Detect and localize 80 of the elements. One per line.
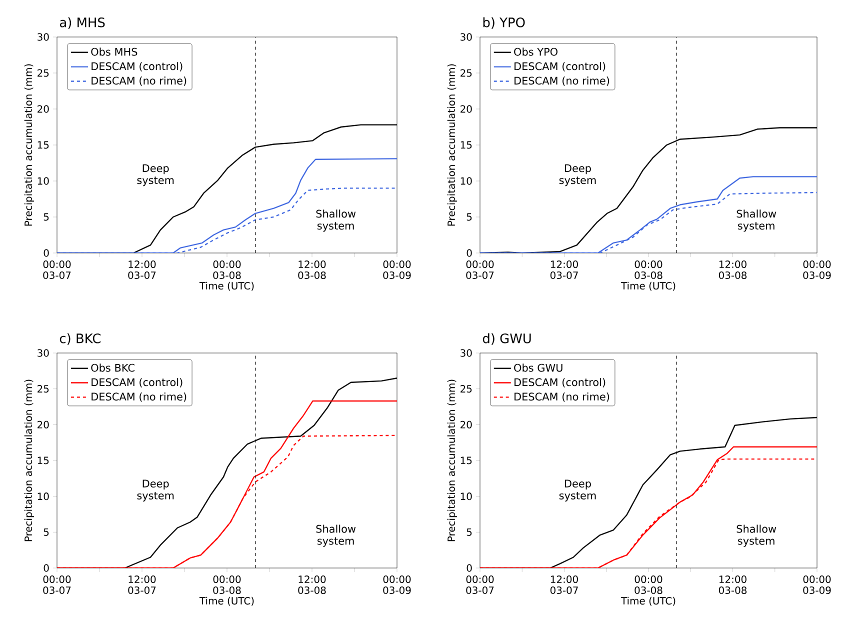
annotation: Shallow system (316, 524, 356, 547)
x-tick-label: 00:00 03-09 (383, 260, 411, 280)
y-tick-label: 5 (466, 528, 472, 536)
x-tick-label: 00:00 03-08 (634, 260, 662, 280)
x-tick-label: 12:00 03-08 (298, 260, 326, 280)
y-tick-label: 10 (460, 177, 472, 185)
chart-title: a) MHS (60, 17, 105, 29)
y-axis-title: Precipitation accumulation (mm) (24, 64, 34, 226)
y-tick-label: 5 (44, 528, 49, 536)
y-axis-title: Precipitation accumulation (mm) (24, 380, 34, 542)
y-tick-label: 10 (38, 177, 49, 185)
y-tick-label: 5 (44, 213, 49, 221)
y-tick-label: 15 (38, 456, 49, 464)
y-tick-label: 30 (38, 33, 49, 41)
legend-label: DESCAM (control) (92, 378, 182, 388)
chart-title: b) YPO (483, 17, 525, 29)
x-tick-label: 00:00 03-09 (383, 576, 411, 594)
y-tick-label: 15 (460, 141, 472, 149)
y-axis-title: Precipitation accumulation (mm) (447, 64, 457, 226)
x-axis-title: Time (UTC) (199, 596, 254, 606)
legend-label: DESCAM (no rime) (514, 76, 610, 86)
legend-label: DESCAM (no rime) (514, 392, 610, 402)
x-tick-label: 12:00 03-07 (550, 576, 578, 594)
y-tick-label: 10 (460, 492, 472, 500)
y-tick-label: 30 (38, 349, 49, 357)
chart-title: d) GWU (482, 333, 531, 345)
y-tick-label: 25 (38, 385, 49, 393)
x-axis-title: Time (UTC) (620, 596, 676, 606)
y-tick-label: 30 (460, 33, 472, 41)
x-tick-label: 00:00 03-09 (803, 260, 831, 280)
y-tick-label: 30 (460, 349, 472, 357)
y-tick-label: 25 (460, 69, 472, 77)
x-tick-label: 12:00 03-07 (128, 260, 156, 280)
x-tick-label: 00:00 03-08 (213, 576, 241, 594)
annotation: Deep system (137, 480, 174, 502)
y-tick-label: 20 (38, 105, 49, 113)
x-tick-label: 00:00 03-07 (43, 576, 71, 594)
x-axis-title: Time (UTC) (620, 282, 676, 291)
legend-label: Obs MHS (91, 48, 138, 56)
annotation: Deep system (559, 480, 596, 502)
y-tick-label: 25 (38, 69, 49, 77)
x-tick-label: 00:00 03-09 (803, 576, 831, 594)
x-tick-label: 00:00 03-07 (466, 260, 494, 280)
annotation: Deep system (137, 164, 174, 186)
annotation: Shallow system (736, 210, 776, 232)
x-tick-label: 12:00 03-07 (128, 576, 156, 594)
x-tick-label: 00:00 03-08 (213, 260, 241, 280)
x-tick-label: 12:00 03-08 (298, 576, 326, 594)
legend-label: DESCAM (control) (92, 62, 182, 72)
annotation: Shallow system (316, 210, 356, 232)
legend-label: Obs YPO (514, 48, 558, 56)
x-tick-label: 00:00 03-07 (43, 260, 71, 280)
legend-label: Obs GWU (514, 364, 562, 372)
y-tick-label: 20 (460, 420, 472, 428)
y-tick-label: 5 (466, 213, 472, 221)
y-tick-label: 25 (460, 385, 472, 393)
y-tick-label: 10 (38, 492, 49, 500)
y-tick-label: 0 (466, 249, 472, 257)
y-tick-label: 0 (44, 564, 49, 572)
x-axis-title: Time (UTC) (199, 282, 254, 291)
annotation: Deep system (559, 164, 596, 186)
y-tick-label: 20 (460, 105, 472, 113)
legend-label: DESCAM (control) (514, 62, 606, 72)
y-tick-label: 0 (466, 564, 472, 572)
y-tick-label: 20 (38, 420, 49, 428)
x-tick-label: 12:00 03-07 (550, 260, 578, 280)
y-tick-label: 0 (44, 249, 49, 257)
x-tick-label: 12:00 03-08 (718, 260, 747, 280)
y-axis-title: Precipitation accumulation (mm) (447, 380, 457, 542)
legend-label: DESCAM (control) (514, 378, 606, 388)
legend-label: DESCAM (no rime) (92, 76, 186, 86)
y-tick-label: 15 (38, 141, 49, 149)
annotation: Shallow system (736, 524, 776, 547)
chart-title: c) BKC (60, 333, 101, 345)
x-tick-label: 12:00 03-08 (718, 576, 747, 594)
y-tick-label: 15 (460, 456, 472, 464)
x-tick-label: 00:00 03-08 (634, 576, 662, 594)
legend-label: DESCAM (no rime) (92, 392, 186, 402)
x-tick-label: 00:00 03-07 (466, 576, 494, 594)
legend-label: Obs BKC (91, 364, 134, 372)
